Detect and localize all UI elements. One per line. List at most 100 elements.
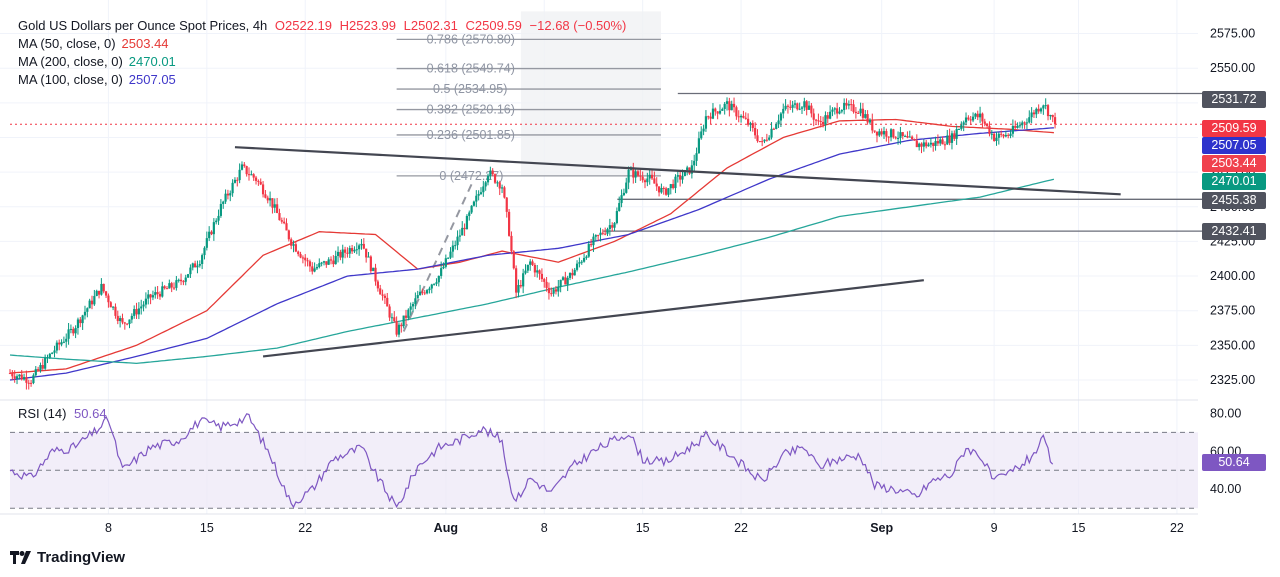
candle-up	[1028, 117, 1031, 123]
candle-up	[526, 264, 529, 271]
candle-down	[25, 377, 28, 383]
candle-up	[629, 169, 633, 171]
candle-down	[299, 254, 302, 258]
candle-up	[730, 103, 733, 111]
candle-up	[536, 270, 539, 273]
rsi-legend[interactable]: RSI (14) 50.64	[18, 406, 107, 421]
candle-down	[290, 239, 293, 246]
candle-up	[1011, 125, 1014, 134]
price-axis-label: 2375.00	[1210, 304, 1255, 318]
candle-up	[372, 267, 375, 272]
candle-down	[259, 181, 262, 185]
candle-up	[482, 186, 485, 193]
candle-up	[594, 235, 597, 237]
candle-down	[650, 174, 654, 179]
candle-up	[46, 357, 49, 359]
candle-up	[313, 268, 316, 272]
candle-up	[51, 352, 54, 354]
candle-down	[611, 225, 614, 228]
candle-up	[1021, 122, 1024, 126]
candle-down	[257, 180, 260, 182]
candle-down	[41, 365, 44, 369]
candle-up	[74, 328, 77, 334]
tradingview-logo[interactable]: TradingView	[10, 549, 125, 566]
candle-up	[1018, 125, 1022, 127]
candle-up	[681, 176, 684, 180]
candle-down	[121, 318, 124, 323]
candle-down	[226, 193, 230, 196]
candle-down	[812, 113, 815, 120]
candle-up	[793, 103, 797, 105]
candle-down	[547, 287, 551, 294]
candle-up	[978, 113, 982, 118]
candle-up	[831, 109, 834, 112]
candle-down	[857, 112, 860, 114]
candle-up	[840, 110, 843, 112]
candle-down	[116, 315, 119, 322]
candle-up	[355, 249, 358, 251]
candle-up	[250, 174, 253, 176]
candle-up	[222, 201, 225, 204]
candle-down	[826, 115, 829, 119]
candle-up	[34, 369, 37, 376]
candle-up	[620, 195, 623, 204]
candle-down	[346, 252, 349, 254]
candle-down	[210, 231, 213, 235]
candle-up	[93, 295, 96, 305]
candle-up	[496, 182, 499, 184]
candle-up	[44, 357, 47, 369]
candle-down	[601, 232, 604, 234]
legend-ma50[interactable]: MA (50, close, 0) 2503.44	[18, 35, 626, 53]
candle-down	[772, 128, 775, 130]
candle-up	[444, 258, 447, 267]
candle-down	[182, 281, 185, 283]
candle-up	[700, 131, 703, 139]
candle-up	[95, 290, 98, 296]
time-axis-label: 8	[541, 521, 548, 535]
candle-down	[369, 256, 372, 272]
candle-up	[1039, 108, 1043, 112]
candle-up	[702, 128, 705, 132]
candle-down	[765, 139, 768, 141]
candle-down	[264, 194, 267, 198]
time-axis-label: 22	[734, 521, 748, 535]
legend-ma100[interactable]: MA (100, close, 0) 2507.05	[18, 71, 626, 89]
candle-down	[379, 288, 382, 295]
candle-down	[311, 266, 314, 272]
candle-up	[669, 184, 672, 189]
candle-down	[376, 281, 379, 289]
candle-down	[13, 376, 16, 379]
candle-up	[147, 294, 150, 299]
candle-up	[608, 225, 611, 230]
ma200-label: MA (200, close, 0)	[18, 54, 123, 69]
candle-down	[332, 260, 335, 265]
legend-ma200[interactable]: MA (200, close, 0) 2470.01	[18, 53, 626, 71]
candle-up	[186, 274, 190, 278]
candle-down	[533, 264, 536, 273]
candle-down	[915, 140, 918, 148]
candle-down	[158, 293, 162, 297]
candle-up	[390, 317, 394, 319]
candle-down	[29, 382, 33, 384]
candle-down	[662, 187, 665, 189]
candle-up	[889, 129, 893, 138]
candle-down	[672, 184, 675, 189]
candle-down	[880, 131, 883, 135]
candle-up	[18, 374, 21, 377]
candle-down	[20, 374, 23, 380]
candle-down	[1000, 133, 1003, 135]
candle-up	[529, 261, 532, 265]
candle-down	[641, 176, 644, 181]
price-tag-last: 2509.59	[1202, 120, 1266, 137]
trendline	[234, 146, 1121, 196]
candle-down	[271, 198, 274, 208]
candle-up	[154, 292, 157, 296]
candle-up	[1030, 112, 1033, 118]
ma200-line	[9, 178, 1055, 365]
low-value: L2502.31	[403, 18, 458, 33]
candle-down	[236, 179, 239, 181]
time-axis-label: 15	[200, 521, 214, 535]
symbol-title[interactable]: Gold US Dollars per Ounce Spot Prices, 4…	[18, 18, 268, 33]
tradingview-logo-icon	[10, 551, 31, 564]
candlesticks	[8, 97, 1057, 390]
